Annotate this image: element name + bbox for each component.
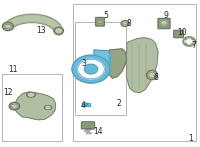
Text: 13: 13 xyxy=(36,26,46,35)
FancyBboxPatch shape xyxy=(174,30,183,38)
Circle shape xyxy=(98,20,102,24)
Circle shape xyxy=(12,104,17,108)
Text: 14: 14 xyxy=(93,127,103,136)
Circle shape xyxy=(192,38,194,39)
Circle shape xyxy=(84,103,88,106)
Ellipse shape xyxy=(29,93,34,96)
Text: 1: 1 xyxy=(189,134,193,143)
Circle shape xyxy=(78,59,104,79)
Circle shape xyxy=(123,22,127,25)
Text: 7: 7 xyxy=(192,41,196,50)
Text: 9: 9 xyxy=(164,11,168,20)
Circle shape xyxy=(185,44,186,45)
Circle shape xyxy=(5,24,11,29)
Circle shape xyxy=(54,27,63,34)
Bar xyxy=(2,74,62,141)
Circle shape xyxy=(161,20,167,25)
Polygon shape xyxy=(94,50,111,75)
FancyBboxPatch shape xyxy=(81,122,95,129)
Circle shape xyxy=(192,44,194,45)
Text: 8: 8 xyxy=(127,19,131,28)
Ellipse shape xyxy=(26,92,36,97)
FancyBboxPatch shape xyxy=(158,18,170,29)
Circle shape xyxy=(84,64,98,74)
Polygon shape xyxy=(126,37,158,93)
Circle shape xyxy=(72,55,110,83)
Polygon shape xyxy=(14,92,56,120)
Bar xyxy=(82,103,90,106)
Circle shape xyxy=(56,29,61,33)
Text: 3: 3 xyxy=(82,59,86,68)
Text: 11: 11 xyxy=(8,65,18,74)
Ellipse shape xyxy=(44,106,52,110)
Circle shape xyxy=(9,102,20,110)
Bar xyxy=(73,4,196,141)
Text: 4: 4 xyxy=(81,101,85,110)
Bar xyxy=(75,22,126,115)
Polygon shape xyxy=(108,49,126,78)
Bar xyxy=(82,103,90,106)
Circle shape xyxy=(2,22,14,31)
FancyBboxPatch shape xyxy=(96,17,104,26)
Circle shape xyxy=(185,38,186,39)
Ellipse shape xyxy=(149,72,155,78)
Text: 2: 2 xyxy=(117,99,121,108)
Circle shape xyxy=(121,21,129,26)
Text: 10: 10 xyxy=(177,28,187,37)
Text: 6: 6 xyxy=(154,73,158,82)
Ellipse shape xyxy=(46,106,50,109)
Ellipse shape xyxy=(146,70,158,80)
Text: 5: 5 xyxy=(104,11,108,20)
Text: 12: 12 xyxy=(3,88,13,97)
